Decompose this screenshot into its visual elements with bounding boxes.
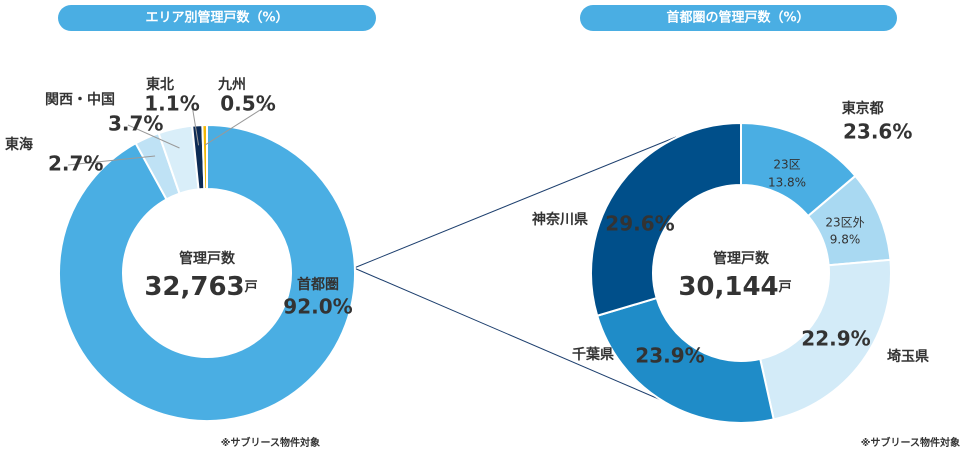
leader-line [67,155,156,166]
center-number: 32,763 [144,272,244,302]
chart-title: 首都圏の管理戸数（%） [666,10,809,26]
slice [595,296,775,424]
connector [353,136,677,269]
note: ※サブリース物件対象 [861,436,960,449]
slice-value: 22.9% [801,327,870,351]
slice-name: 埼玉県 [887,348,929,365]
slice-name: 神奈川県 [532,211,588,228]
center-value: 30,144戸 [678,272,791,302]
group-name: 東京都 [842,100,884,117]
slice-name: 九州 [217,77,246,93]
title-pill [580,5,897,31]
slice-value: 29.6% [605,212,674,236]
leader-line [191,104,200,146]
slice-value: 0.5% [220,92,275,116]
slice-name: 東海 [5,136,33,153]
title-pill [58,5,376,31]
slice-value: 9.8% [830,233,861,247]
slice-value: 1.1% [144,92,199,116]
slice [201,123,208,191]
slice [759,258,892,421]
slice-value: 13.8% [768,176,806,190]
slice-name: 23区外 [825,216,864,230]
slice-value: 3.7% [108,112,163,136]
connector [353,267,683,410]
center-label: 管理戸数 [179,250,236,267]
chart-title: エリア別管理戸数（%） [145,10,288,26]
center-unit: 戸 [779,280,792,295]
center-value: 32,763戸 [144,272,257,302]
center-unit: 戸 [245,280,258,295]
slice-value: 2.7% [48,152,103,176]
slice [590,121,742,317]
slice-name: 関西・中国 [45,91,115,108]
slice-name: 東北 [146,76,174,93]
slice-value: 92.0% [283,295,352,319]
leader-line [204,104,269,146]
slice-name: 23区 [773,158,800,172]
center-number: 30,144 [678,272,778,302]
note: ※サブリース物件対象 [221,436,320,449]
center-label: 管理戸数 [713,250,770,267]
slice-value: 23.9% [635,344,704,368]
slice [58,123,356,422]
group-value: 23.6% [843,120,912,144]
slice-name: 千葉県 [572,346,614,363]
slice-name: 首都圏 [297,276,339,293]
leader-line [127,124,180,149]
